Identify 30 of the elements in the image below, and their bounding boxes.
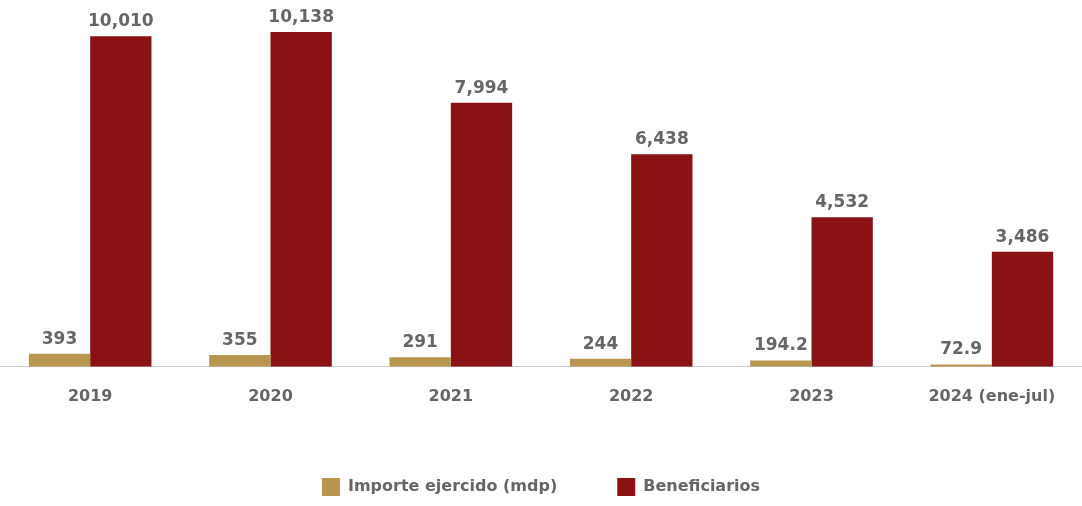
data-label: 291 — [402, 331, 438, 352]
data-label: 393 — [41, 327, 78, 348]
bar — [28, 353, 91, 367]
bar — [209, 355, 271, 367]
data-label: 4,532 — [815, 191, 870, 212]
data-label: 72.9 — [940, 338, 983, 359]
bar — [811, 217, 873, 367]
data-label: 6,438 — [634, 128, 689, 149]
x-tick-label: 2023 — [789, 385, 834, 405]
bar — [750, 360, 812, 367]
x-tick-label: 2020 — [248, 385, 293, 405]
data-label: 244 — [582, 332, 619, 353]
bar — [270, 32, 332, 367]
x-tick-label: 2024 (ene-jul) — [928, 385, 1056, 405]
data-label: 355 — [222, 329, 258, 349]
legend-label: Beneficiarios — [643, 476, 761, 496]
x-tick-label: 2021 — [428, 385, 474, 405]
bar — [389, 357, 451, 367]
data-label: 3,486 — [995, 225, 1050, 246]
data-label: 194.2 — [753, 334, 808, 355]
bar — [90, 36, 152, 367]
bar — [991, 251, 1054, 367]
data-label: 7,994 — [454, 76, 509, 97]
x-tick-label: 2022 — [608, 385, 654, 405]
data-label: 10,138 — [268, 5, 334, 26]
legend-label: Importe ejercido (mdp) — [347, 476, 558, 496]
x-tick-label: 2019 — [67, 385, 113, 405]
bar — [450, 102, 513, 367]
data-label: 10,010 — [88, 10, 154, 31]
bar — [631, 154, 693, 367]
